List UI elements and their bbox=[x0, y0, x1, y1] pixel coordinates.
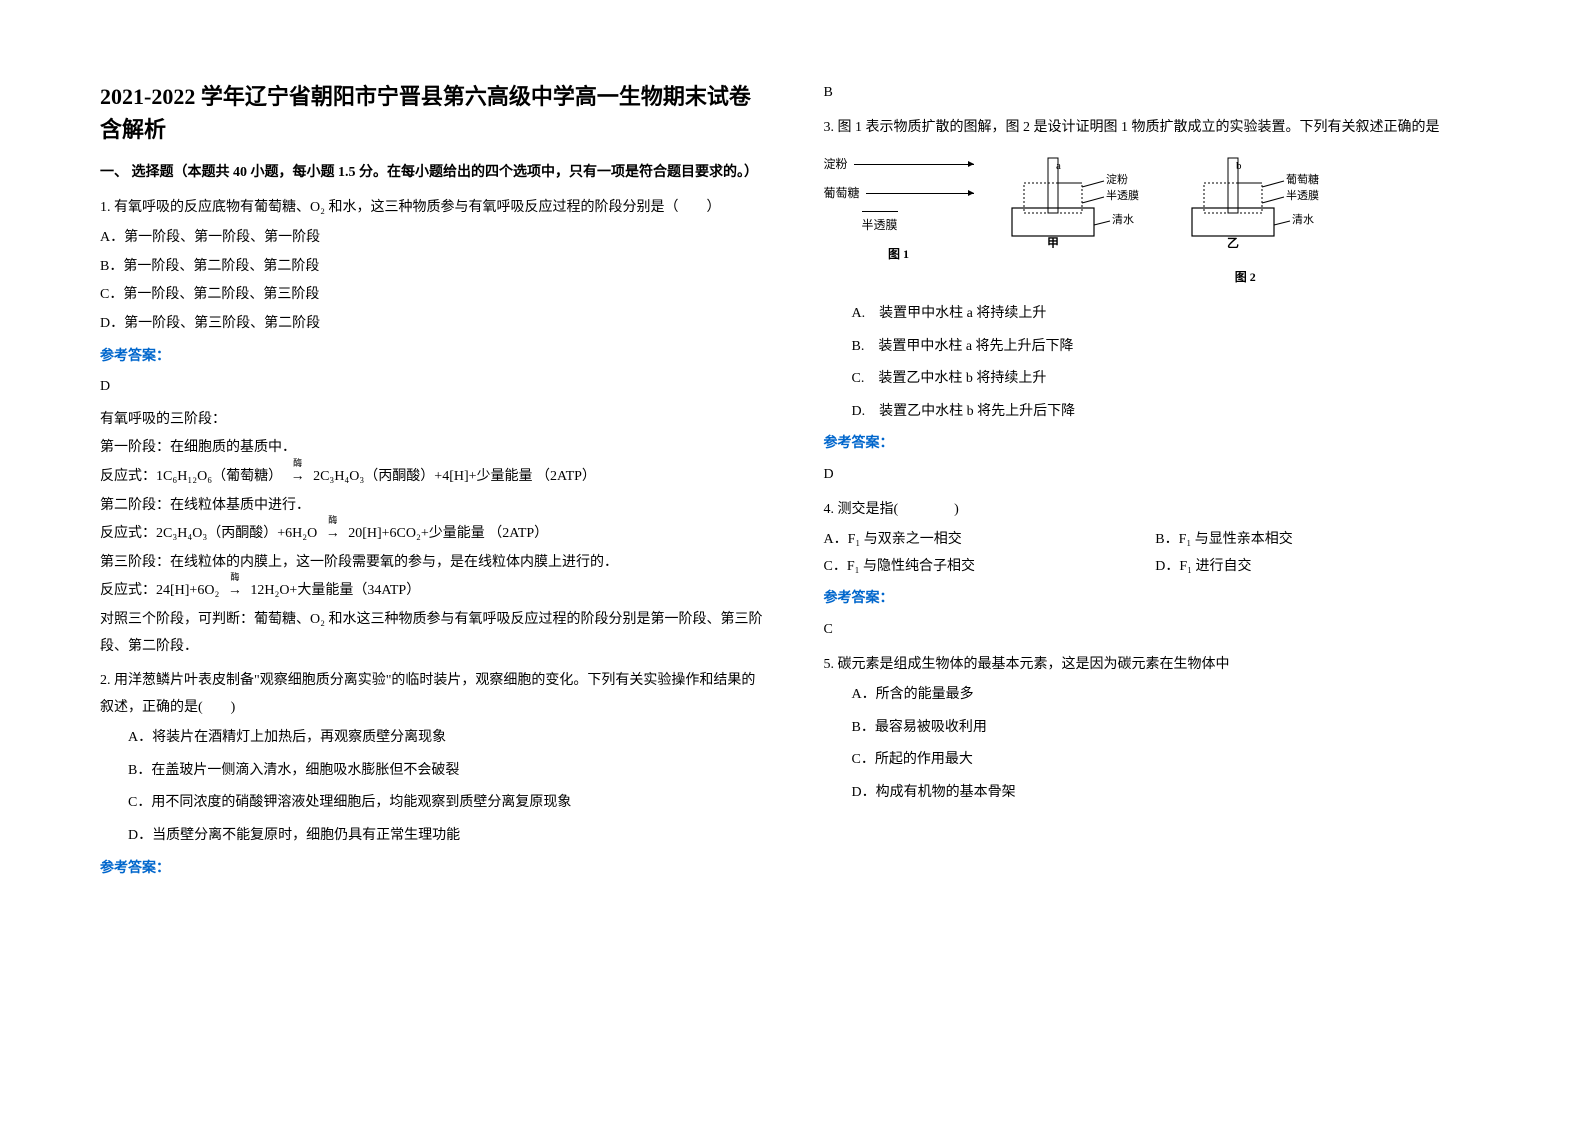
q2-text: 2. 用洋葱鳞片叶表皮制备"观察细胞质分离实验"的临时装片，观察细胞的变化。下列… bbox=[100, 668, 764, 721]
q1-exp5b: 20[H]+6CO₂+少量能量 （2ATP） bbox=[348, 526, 548, 541]
q4-option-d: D．F₁ 进行自交 bbox=[1155, 554, 1487, 581]
fig1-glucose-row: 葡萄糖 bbox=[824, 182, 974, 205]
label-b: b bbox=[1236, 160, 1242, 172]
enzyme-arrow-icon: 酶→ bbox=[321, 521, 345, 548]
q3-option-a: A. 装置甲中水柱 a 将持续上升 bbox=[824, 301, 1488, 328]
q1-exp1: 有氧呼吸的三阶段： bbox=[100, 407, 764, 434]
q4-answer: C bbox=[824, 617, 1488, 644]
section-header: 一、 选择题（本题共 40 小题，每小题 1.5 分。在每小题给出的四个选项中，… bbox=[100, 160, 764, 187]
q3-diagrams: 淀粉 葡萄糖 半透膜 图 1 a bbox=[824, 153, 1488, 289]
q3-option-d: D. 装置乙中水柱 b 将先上升后下降 bbox=[824, 399, 1488, 426]
q1-option-d: D．第一阶段、第三阶段、第二阶段 bbox=[100, 311, 764, 338]
figure-2-device-yi: b 葡萄糖 半透膜 清水 乙 bbox=[1184, 153, 1334, 248]
figure-1: 淀粉 葡萄糖 半透膜 图 1 bbox=[824, 153, 974, 266]
q1-answer-label: 参考答案： bbox=[100, 344, 764, 371]
fig1-caption: 图 1 bbox=[824, 243, 974, 266]
arrow-icon bbox=[854, 164, 974, 165]
q5-option-a: A．所含的能量最多 bbox=[824, 682, 1488, 709]
enzyme-arrow-icon: 酶→ bbox=[286, 464, 310, 491]
q1-exp7b: 12H₂O+大量能量（34ATP） bbox=[250, 583, 420, 598]
q1-exp7a: 反应式：24[H]+6O₂ bbox=[100, 583, 219, 598]
q2-option-d: D．当质壁分离不能复原时，细胞仍具有正常生理功能 bbox=[100, 823, 764, 850]
q1-exp8: 对照三个阶段，可判断：葡萄糖、O₂ 和水这三种物质参与有氧呼吸反应过程的阶段分别… bbox=[100, 607, 764, 660]
q1-option-a: A．第一阶段、第一阶段、第一阶段 bbox=[100, 225, 764, 252]
label-a: a bbox=[1056, 160, 1061, 172]
figure-2-device-jia: a 淀粉 半透膜 清水 甲 bbox=[1004, 153, 1154, 248]
q3-answer-label: 参考答案： bbox=[824, 431, 1488, 458]
q2-option-a: A．将装片在酒精灯上加热后，再观察质壁分离现象 bbox=[100, 725, 764, 752]
q4-answer-label: 参考答案： bbox=[824, 586, 1488, 613]
q1-option-c: C．第一阶段、第二阶段、第三阶段 bbox=[100, 282, 764, 309]
q1-answer: D bbox=[100, 374, 764, 401]
q1-option-b: B．第一阶段、第二阶段、第二阶段 bbox=[100, 254, 764, 281]
q2-answer: B bbox=[824, 80, 1488, 107]
q1-exp7: 反应式：24[H]+6O₂ 酶→ 12H₂O+大量能量（34ATP） bbox=[100, 578, 764, 605]
device-jia-svg: a 淀粉 半透膜 清水 甲 bbox=[1004, 153, 1154, 248]
q3-answer: D bbox=[824, 462, 1488, 489]
yi-label: 乙 bbox=[1227, 236, 1239, 248]
q5-option-d: D．构成有机物的基本骨架 bbox=[824, 780, 1488, 807]
q1-exp5: 反应式：2C₃H₄O₃（丙酮酸）+6H₂O 酶→ 20[H]+6CO₂+少量能量… bbox=[100, 521, 764, 548]
q2-answer-label: 参考答案： bbox=[100, 856, 764, 883]
diagram-row: 淀粉 葡萄糖 半透膜 图 1 a bbox=[824, 153, 1488, 266]
jia-water-label: 清水 bbox=[1112, 213, 1134, 226]
fig1-membrane-wrap: 半透膜 bbox=[824, 211, 974, 240]
q2-option-c: C．用不同浓度的硝酸钾溶液处理细胞后，均能观察到质壁分离复原现象 bbox=[100, 790, 764, 817]
q4-text: 4. 测交是指( ) bbox=[824, 497, 1488, 524]
jia-label: 甲 bbox=[1047, 236, 1059, 248]
q3-option-b: B. 装置甲中水柱 a 将先上升后下降 bbox=[824, 334, 1488, 361]
arrow-icon bbox=[866, 193, 974, 194]
yi-membrane-label: 半透膜 bbox=[1286, 188, 1319, 202]
fig2-caption-row: 图 2 bbox=[824, 266, 1488, 289]
fig1-starch-row: 淀粉 bbox=[824, 153, 974, 176]
yi-water-label: 清水 bbox=[1292, 213, 1314, 226]
q1-exp2: 第一阶段：在细胞质的基质中． bbox=[100, 435, 764, 462]
q4-options-row2: C．F₁ 与隐性纯合子相交 D．F₁ 进行自交 bbox=[824, 554, 1488, 581]
q4-option-a: A．F₁ 与双亲之一相交 bbox=[824, 527, 1156, 554]
document-title: 2021-2022 学年辽宁省朝阳市宁晋县第六高级中学高一生物期末试卷含解析 bbox=[100, 80, 764, 146]
q1-exp5a: 反应式：2C₃H₄O₃（丙酮酸）+6H₂O bbox=[100, 526, 317, 541]
device-yi-svg: b 葡萄糖 半透膜 清水 乙 bbox=[1184, 153, 1344, 248]
q3-text: 3. 图 1 表示物质扩散的图解，图 2 是设计证明图 1 物质扩散成立的实验装… bbox=[824, 115, 1488, 142]
q4-option-b: B．F₁ 与显性亲本相交 bbox=[1155, 527, 1487, 554]
q5-text: 5. 碳元素是组成生物体的最基本元素，这是因为碳元素在生物体中 bbox=[824, 652, 1488, 679]
fig1-membrane-label: 半透膜 bbox=[862, 211, 898, 237]
q4-option-c: C．F₁ 与隐性纯合子相交 bbox=[824, 554, 1156, 581]
q1-exp4: 第二阶段：在线粒体基质中进行． bbox=[100, 493, 764, 520]
left-column: 2021-2022 学年辽宁省朝阳市宁晋县第六高级中学高一生物期末试卷含解析 一… bbox=[100, 80, 764, 886]
q1-exp3b: 2C₃H₄O₃（丙酮酸）+4[H]+少量能量 （2ATP） bbox=[313, 469, 596, 484]
yi-glucose-label: 葡萄糖 bbox=[1286, 172, 1319, 186]
fig1-starch-label: 淀粉 bbox=[824, 153, 848, 176]
q3-option-c: C. 装置乙中水柱 b 将持续上升 bbox=[824, 366, 1488, 393]
page-container: 2021-2022 学年辽宁省朝阳市宁晋县第六高级中学高一生物期末试卷含解析 一… bbox=[100, 80, 1487, 886]
jia-starch-label: 淀粉 bbox=[1106, 172, 1128, 186]
q2-option-b: B．在盖玻片一侧滴入清水，细胞吸水膨胀但不会破裂 bbox=[100, 758, 764, 785]
q1-exp6: 第三阶段：在线粒体的内膜上，这一阶段需要氧的参与，是在线粒体内膜上进行的． bbox=[100, 550, 764, 577]
q4-options-row1: A．F₁ 与双亲之一相交 B．F₁ 与显性亲本相交 bbox=[824, 527, 1488, 554]
enzyme-arrow-icon: 酶→ bbox=[223, 578, 247, 605]
right-column: B 3. 图 1 表示物质扩散的图解，图 2 是设计证明图 1 物质扩散成立的实… bbox=[824, 80, 1488, 886]
jia-membrane-label: 半透膜 bbox=[1106, 188, 1139, 202]
q1-exp3a: 反应式：1C₆H₁₂O₆（葡萄糖） bbox=[100, 469, 282, 484]
fig2-caption: 图 2 bbox=[1004, 266, 1488, 289]
fig1-glucose-label: 葡萄糖 bbox=[824, 182, 860, 205]
q5-option-b: B．最容易被吸收利用 bbox=[824, 715, 1488, 742]
q1-text: 1. 有氧呼吸的反应底物有葡萄糖、O₂ 和水，这三种物质参与有氧呼吸反应过程的阶… bbox=[100, 195, 764, 222]
q1-exp3: 反应式：1C₆H₁₂O₆（葡萄糖） 酶→ 2C₃H₄O₃（丙酮酸）+4[H]+少… bbox=[100, 464, 764, 491]
q5-option-c: C．所起的作用最大 bbox=[824, 747, 1488, 774]
